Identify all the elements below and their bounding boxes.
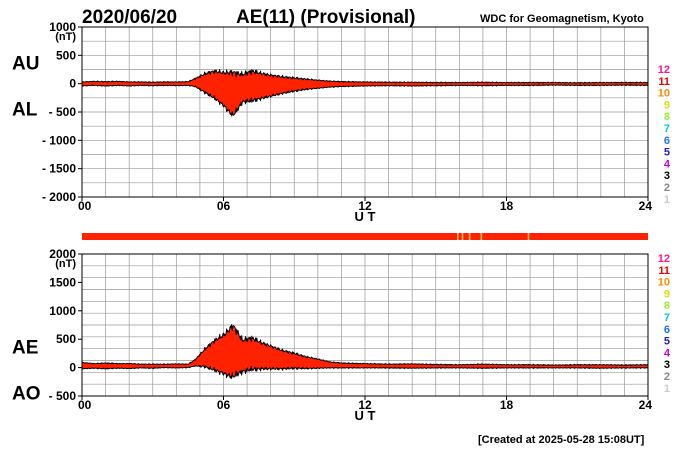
x-tick-label: 06 (217, 199, 231, 213)
coverage-gap-mark (480, 233, 483, 240)
station-count-label: 7 (664, 312, 670, 324)
x-tick-label: 06 (217, 398, 231, 412)
station-count-label: 1 (664, 194, 670, 206)
series-label-lower: AO (12, 384, 41, 405)
ae-ao-panel: 2000 1500 1000 500 0 - 500 (nT) 00 06 12 18 24 U T AE… (12, 247, 652, 423)
y-tick-label: - 500 (49, 389, 77, 403)
y-tick-label: - 2000 (42, 190, 76, 204)
coverage-gap-mark (456, 233, 459, 240)
coverage-gap-mark (461, 233, 464, 240)
y-tick-label: 500 (56, 48, 76, 62)
y-tick-label: 2000 (49, 247, 76, 261)
coverage-gap-mark (468, 233, 471, 240)
x-tick-label: 18 (500, 398, 514, 412)
au-al-panel: 1000 500 0 - 500 - 1000 - 1500 - 2000 (nT) 00 06 1… (12, 20, 652, 224)
station-count-label: 10 (658, 277, 670, 289)
station-count-label: 6 (664, 324, 670, 336)
station-count-label: 3 (664, 359, 670, 371)
date-label: 2020/06/20 (82, 7, 177, 28)
station-count-label: 5 (664, 147, 670, 159)
station-count-label: 11 (658, 265, 670, 277)
station-count-label: 8 (664, 111, 670, 123)
created-timestamp: [Created at 2025-05-28 15:08UT] (478, 434, 645, 446)
station-count-label: 4 (664, 158, 671, 170)
coverage-gap-mark (527, 233, 530, 240)
y-tick-label: - 1500 (42, 162, 76, 176)
y-tick-label: 1500 (49, 275, 76, 289)
station-count-label: 5 (664, 336, 670, 348)
coverage-bar-fill (82, 233, 648, 240)
station-count-label: 10 (658, 88, 670, 100)
x-axis-label: U T (355, 209, 376, 224)
station-count-label: 11 (658, 76, 670, 88)
unit-label: (nT) (55, 31, 76, 43)
x-tick-label: 12 (358, 199, 372, 213)
y-tick-label: - 500 (49, 105, 77, 119)
data-coverage-bar (82, 233, 648, 240)
x-tick-label: 24 (639, 199, 653, 213)
series-label-upper: AE (12, 338, 38, 359)
x-tick-label: 00 (78, 398, 92, 412)
station-count-label: 2 (664, 371, 670, 383)
y-tick-label: 1000 (49, 20, 76, 34)
y-tick-label: 0 (69, 361, 76, 375)
figure-title: AE(11) (Provisional) (236, 7, 416, 28)
station-count-label: 12 (658, 253, 670, 265)
y-tick-label: 500 (56, 332, 76, 346)
series-label-upper: AU (12, 54, 39, 75)
x-axis-label: U T (355, 408, 376, 423)
x-tick-label: 12 (358, 398, 372, 412)
series-label-lower: AL (12, 100, 38, 121)
x-tick-label: 24 (639, 398, 653, 412)
x-tick-label: 18 (500, 199, 514, 213)
y-tick-label: - 1000 (42, 133, 76, 147)
station-count-label: 8 (664, 300, 670, 312)
station-count-label: 7 (664, 123, 670, 135)
station-count-label: 6 (664, 135, 670, 147)
source-label: WDC for Geomagnetism, Kyoto (480, 13, 644, 25)
station-count-label: 2 (664, 182, 670, 194)
y-tick-label: 1000 (49, 304, 76, 318)
x-tick-label: 00 (78, 199, 92, 213)
station-count-label: 9 (664, 288, 670, 300)
station-count-label: 3 (664, 170, 670, 182)
station-count-label: 4 (664, 347, 671, 359)
station-count-label: 1 (664, 383, 670, 395)
unit-label: (nT) (55, 258, 76, 270)
station-count-label: 12 (658, 64, 670, 76)
y-tick-label: 0 (69, 77, 76, 91)
station-count-label: 9 (664, 99, 670, 111)
